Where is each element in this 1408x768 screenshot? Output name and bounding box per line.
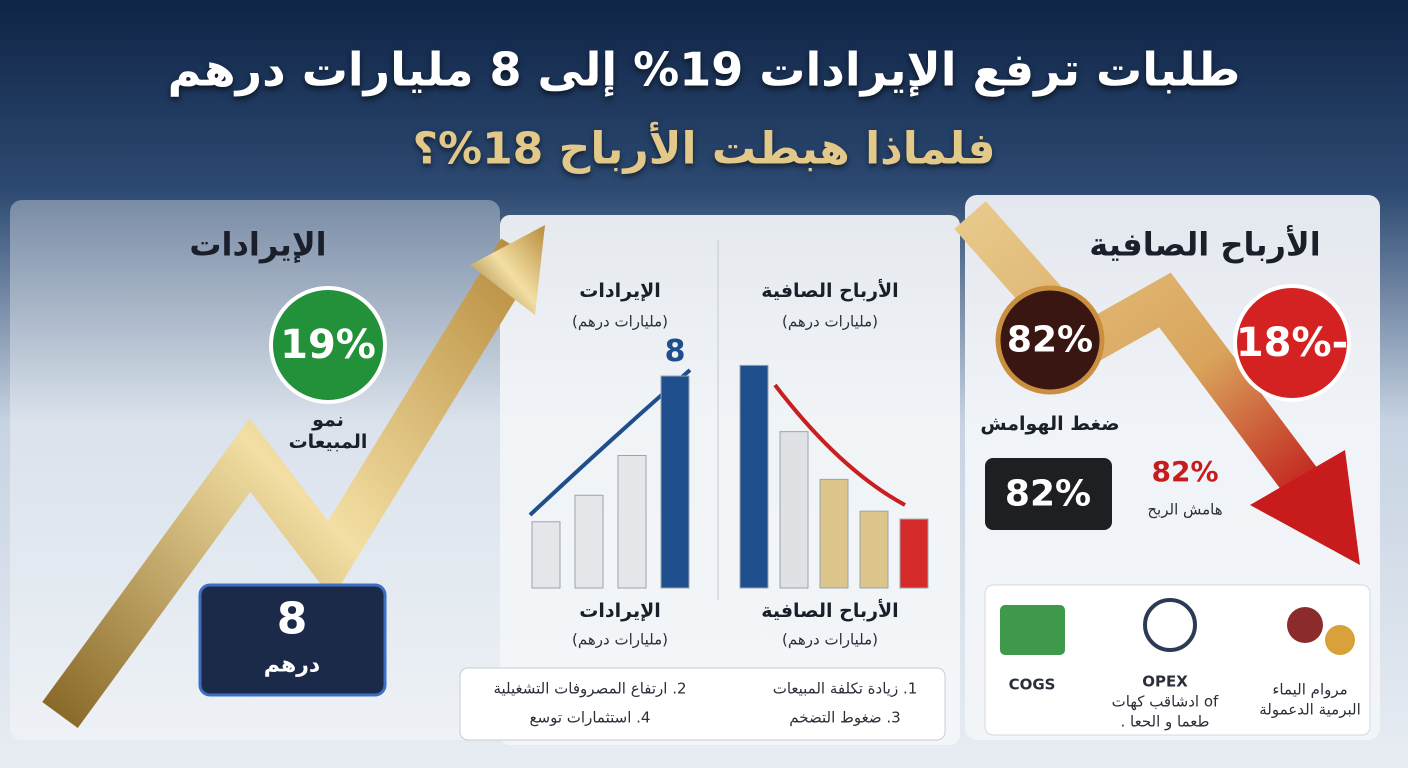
chart-title: الأرباح الصافية [761,280,899,303]
bar [859,510,889,589]
arrow-head [1250,450,1360,565]
reason: 2. ارتفاع المصروفات التشغيلية [493,679,687,698]
chart-footer-unit: (مليارات درهم) [782,630,878,649]
bar [779,431,809,589]
counter [985,458,1112,530]
bar [819,478,849,589]
bar [574,494,604,589]
chart-unit: (مليارات درهم) [572,312,668,331]
reason: 1. زيادة تكلفة المبيعات [772,679,918,698]
bar [617,455,647,589]
growth-label: نمو المبيعات [288,409,368,453]
bar [660,375,690,589]
counter [198,583,387,697]
chart-footer: الأرباح الصافية [761,600,899,623]
factor: البرمية الدعمولة [1259,700,1361,719]
trend-arrow [773,383,906,507]
panel-title: الإيرادات [189,225,327,264]
factor: OPEX [1142,672,1188,691]
title: طلبات ترفع الإيرادات 19% إلى 8 مليارات د… [167,42,1241,97]
panel-title: الأرباح الصافية [1089,225,1321,264]
opex-icon [1143,598,1197,652]
factor: مروام اليماء [1272,680,1348,699]
margin-label: هامش الربح [1147,500,1223,519]
counter-value: 8 [276,593,308,645]
reasons-box [459,667,946,741]
chart-footer-unit: (مليارات درهم) [572,630,668,649]
margin-value: 82% [1151,454,1219,488]
factor: COGS [1008,675,1056,694]
growth-value: 19% [280,322,376,368]
center-panel [500,215,960,745]
margin-circle-value: 82% [1006,319,1094,361]
growth-arrow [42,238,539,728]
factor: طعما و الحعا . [1120,712,1210,731]
growth-circle [269,286,387,404]
bar [899,518,929,589]
factor: of ادشاقب كهات [1111,692,1219,711]
counter-unit: درهم [263,652,321,678]
arrow-head [470,225,545,315]
factors-box [984,584,1371,736]
decline-arrow [954,201,1332,513]
value-label: 8 [664,333,686,369]
reason: 3. ضغوط التضخم [789,708,901,727]
change-circle [1233,284,1351,402]
chart-unit: (مليارات درهم) [782,312,878,331]
counter-value: 82% [1004,473,1092,515]
people-icon [1287,607,1323,643]
cogs-icon [1000,605,1065,655]
margin-pressure: ضغط الهوامش [980,413,1120,436]
subtitle: فلماذا هبطت الأرباح 18%؟ [412,123,996,175]
bar [739,364,769,589]
bar [531,521,561,589]
reason: 4. استثمارات توسع [529,708,651,727]
chart-title: الإيرادات [579,280,661,303]
change-value: -18% [1235,320,1349,366]
chart-footer: الإيرادات [579,600,661,623]
money-icon [1325,625,1355,655]
margin-circle [995,285,1105,395]
